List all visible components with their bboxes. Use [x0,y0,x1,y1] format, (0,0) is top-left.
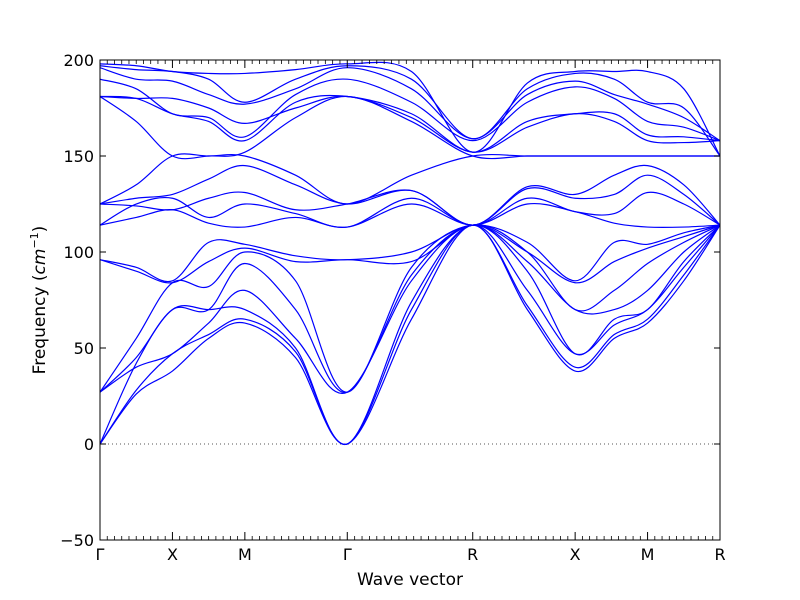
y-axis-label-unit: cm [30,249,50,275]
y-axis-label-exponent: −1 [28,232,41,248]
y-tick-label: 0 [84,435,94,454]
x-tick-label: X [570,545,581,564]
x-axis-label: Wave vector [357,570,463,590]
x-tick-label: Γ [96,545,105,564]
y-tick-label: 150 [63,147,94,166]
y-axis-label: Frequency (cm−1) [28,226,50,375]
y-tick-label: 100 [63,243,94,262]
band-line-1 [100,224,720,445]
x-tick-label: X [167,545,178,564]
band-line-6 [100,224,720,393]
y-tick-label: −50 [60,531,94,550]
band-line-20 [100,61,720,157]
y-tick-label: 50 [74,339,94,358]
y-tick-label: 200 [63,51,94,70]
band-line-5 [100,224,720,393]
band-line-8 [100,224,720,283]
band-line-16 [100,94,720,153]
band-line-17 [100,78,720,142]
band-line-19 [100,65,720,157]
x-tick-label: Γ [343,545,352,564]
band-line-15 [100,95,720,153]
x-tick-label: M [641,545,655,564]
band-line-12 [100,164,720,226]
x-tick-label: R [714,545,725,564]
band-lines [100,61,720,445]
band-line-9 [100,202,720,229]
y-axis-label-close: ) [30,226,50,233]
axis-labels: Wave vector Frequency (cm−1) [28,226,463,590]
band-line-4 [100,224,720,395]
band-line-2 [100,224,720,445]
band-line-18 [100,67,720,142]
band-line-10 [100,191,720,228]
band-line-7 [100,224,720,284]
y-axis-label-main: Frequency ( [30,274,50,374]
x-tick-label: M [238,545,252,564]
plot-frame [99,59,721,541]
x-tick-label: R [467,545,478,564]
band-line-14 [100,95,720,160]
axes: −50 0 50 100 150 200 Γ X M Γ R X M R [60,51,725,564]
band-line-3 [100,224,720,445]
